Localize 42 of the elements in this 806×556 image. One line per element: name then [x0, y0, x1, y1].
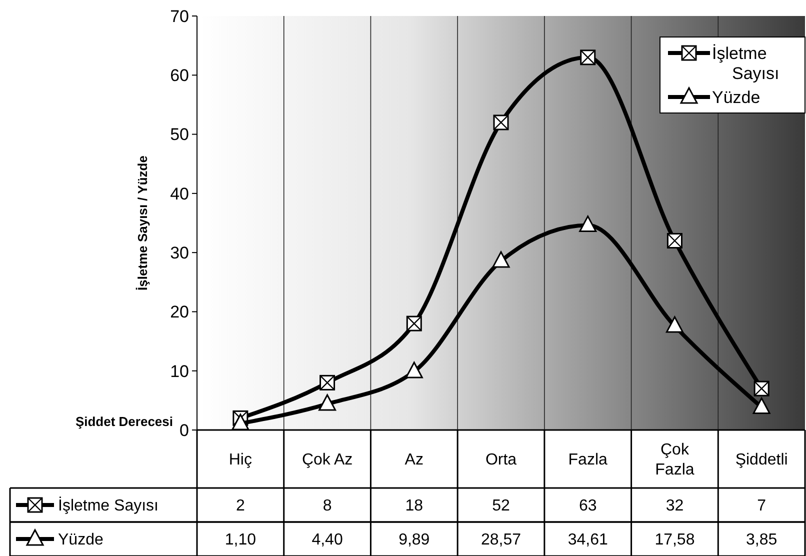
text: İşletme Sayısı: [58, 498, 158, 515]
data-label: 3,85: [746, 532, 778, 549]
y-tick-label: 20: [170, 302, 189, 322]
legend-label: Yüzde: [712, 88, 760, 107]
legend-label: İşletme Sayısı: [712, 44, 780, 83]
data-label: 17,58: [654, 532, 695, 549]
text: Yüzde: [58, 532, 104, 549]
data-label: 63: [578, 498, 597, 515]
point: [579, 216, 597, 232]
point: [666, 316, 684, 333]
x-tick-label: Hiç: [228, 452, 252, 469]
y-tick-label: 10: [170, 362, 189, 381]
data-label: 2: [236, 498, 245, 515]
y-tick-label: 50: [170, 125, 189, 144]
data-label: 9,89: [398, 532, 430, 549]
x-tick-label: Orta: [485, 452, 517, 469]
point: [492, 251, 510, 268]
x-tick-label: Çok Fazla: [655, 442, 694, 479]
point: [405, 362, 423, 378]
data-label: 8: [322, 498, 332, 515]
y-axis-title: İşletme Sayısı / Yüzde: [135, 156, 150, 290]
x-axis-title: Şiddet Derecesi: [75, 414, 173, 429]
y-tick-label: 70: [170, 6, 189, 26]
data-label: 32: [666, 498, 684, 515]
data-label: 34,61: [568, 532, 608, 549]
data-label: 52: [492, 498, 510, 515]
y-tick-label: 40: [170, 184, 189, 204]
data-label: 18: [405, 498, 424, 515]
x-tick-label: Şiddetli: [735, 452, 788, 469]
x-tick-label: Az: [404, 452, 424, 469]
x-tick-label: Çok Az: [302, 452, 353, 469]
y-tick-label: 60: [170, 66, 189, 86]
data-label: 1,10: [224, 532, 256, 549]
point: [752, 397, 770, 414]
x-tick-label: Fazla: [568, 452, 608, 469]
point: [318, 394, 336, 411]
y-tick-label: 30: [170, 244, 189, 263]
point: [232, 414, 250, 430]
data-label: 28,57: [480, 532, 522, 549]
data-label: 7: [757, 498, 766, 515]
data-label: 4,40: [312, 532, 343, 549]
y-tick-label: 0: [180, 420, 189, 440]
